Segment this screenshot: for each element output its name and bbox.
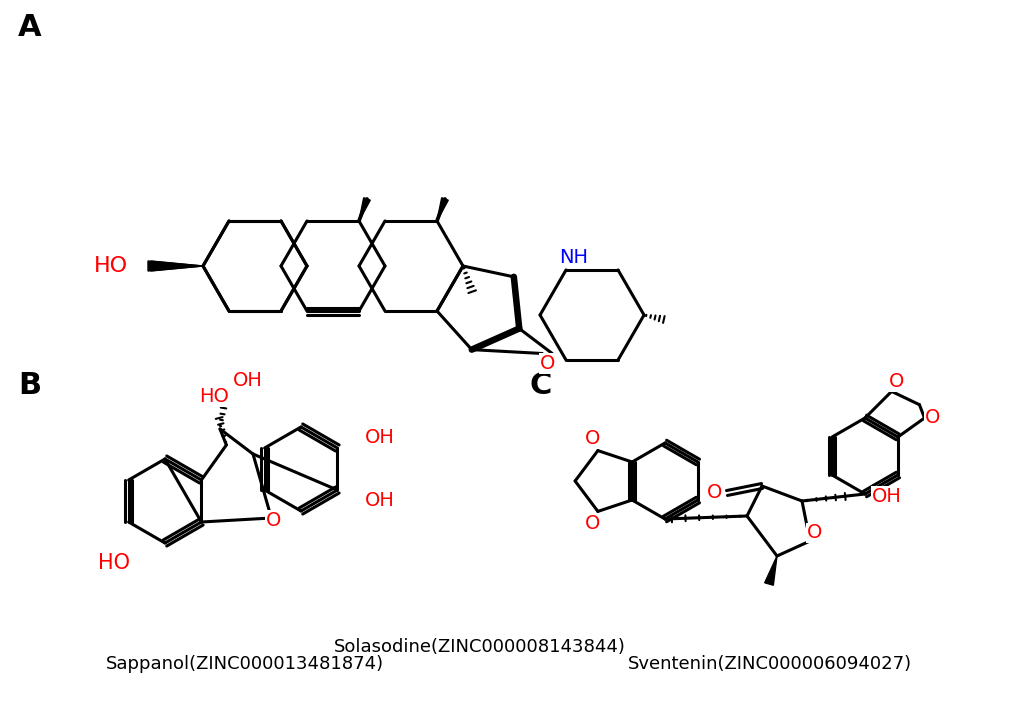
- Text: O: O: [265, 510, 281, 529]
- Text: Sappanol(ZINC000013481874): Sappanol(ZINC000013481874): [106, 655, 384, 673]
- Text: HO: HO: [98, 553, 129, 573]
- Text: O: O: [888, 372, 904, 391]
- Polygon shape: [151, 261, 203, 271]
- Text: O: O: [706, 484, 722, 503]
- Text: OH: OH: [871, 486, 901, 505]
- Text: HO: HO: [200, 388, 229, 407]
- Text: NH: NH: [559, 248, 588, 268]
- Text: HO: HO: [94, 256, 127, 276]
- Text: Solasodine(ZINC000008143844): Solasodine(ZINC000008143844): [334, 638, 626, 656]
- Text: A: A: [18, 13, 42, 42]
- Polygon shape: [436, 198, 447, 221]
- Polygon shape: [359, 198, 370, 221]
- Text: O: O: [924, 409, 940, 428]
- Polygon shape: [764, 556, 776, 585]
- Text: O: O: [539, 354, 554, 373]
- Text: O: O: [806, 524, 822, 543]
- Text: O: O: [585, 429, 600, 448]
- Text: OH: OH: [365, 428, 394, 447]
- Text: Sventenin(ZINC000006094027): Sventenin(ZINC000006094027): [628, 655, 911, 673]
- Text: OH: OH: [232, 372, 263, 390]
- Text: B: B: [18, 371, 41, 400]
- Text: C: C: [530, 371, 552, 400]
- Polygon shape: [148, 261, 203, 271]
- Text: O: O: [585, 514, 600, 533]
- Text: HO: HO: [92, 256, 126, 276]
- Text: OH: OH: [365, 491, 394, 510]
